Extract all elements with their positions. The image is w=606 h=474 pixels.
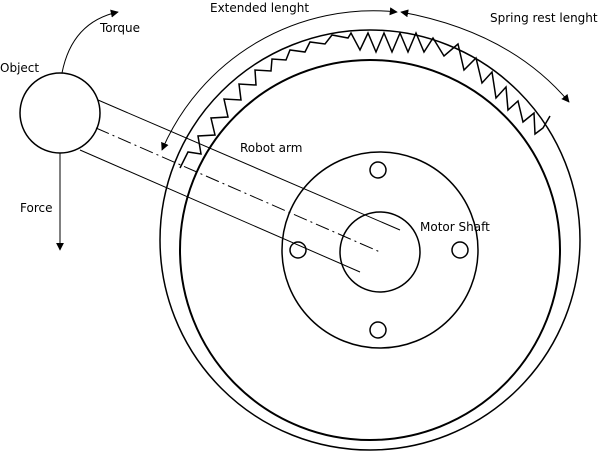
spring [179,31,551,169]
robot-arm-edge-top [97,99,401,231]
outer-ring [159,29,581,451]
motor-shaft [339,211,421,293]
force-label: Force [20,201,52,215]
torque-label: Torque [99,21,140,35]
bolt-hole-bottom [369,321,387,339]
bolt-hole-right [451,241,469,259]
extended-length-arrow [161,7,398,151]
spring-rest-length-label: Spring rest lenght [490,11,598,25]
robot-arm-edge-bottom [79,149,361,273]
torque-arrow [61,9,119,74]
hub-disk [281,151,479,349]
motor-shaft-label: Motor Shaft [420,220,490,234]
robot-arm-centerline [95,127,381,253]
object-label: Object [0,61,39,75]
extended-length-label: Extended lenght [210,1,309,15]
spring-rest-length-arrow [400,9,570,103]
robot-arm-label: Robot arm [240,141,302,155]
object-mass [19,72,101,154]
inner-ring [179,59,561,441]
bolt-hole-left [289,241,307,259]
bolt-hole-top [369,161,387,179]
